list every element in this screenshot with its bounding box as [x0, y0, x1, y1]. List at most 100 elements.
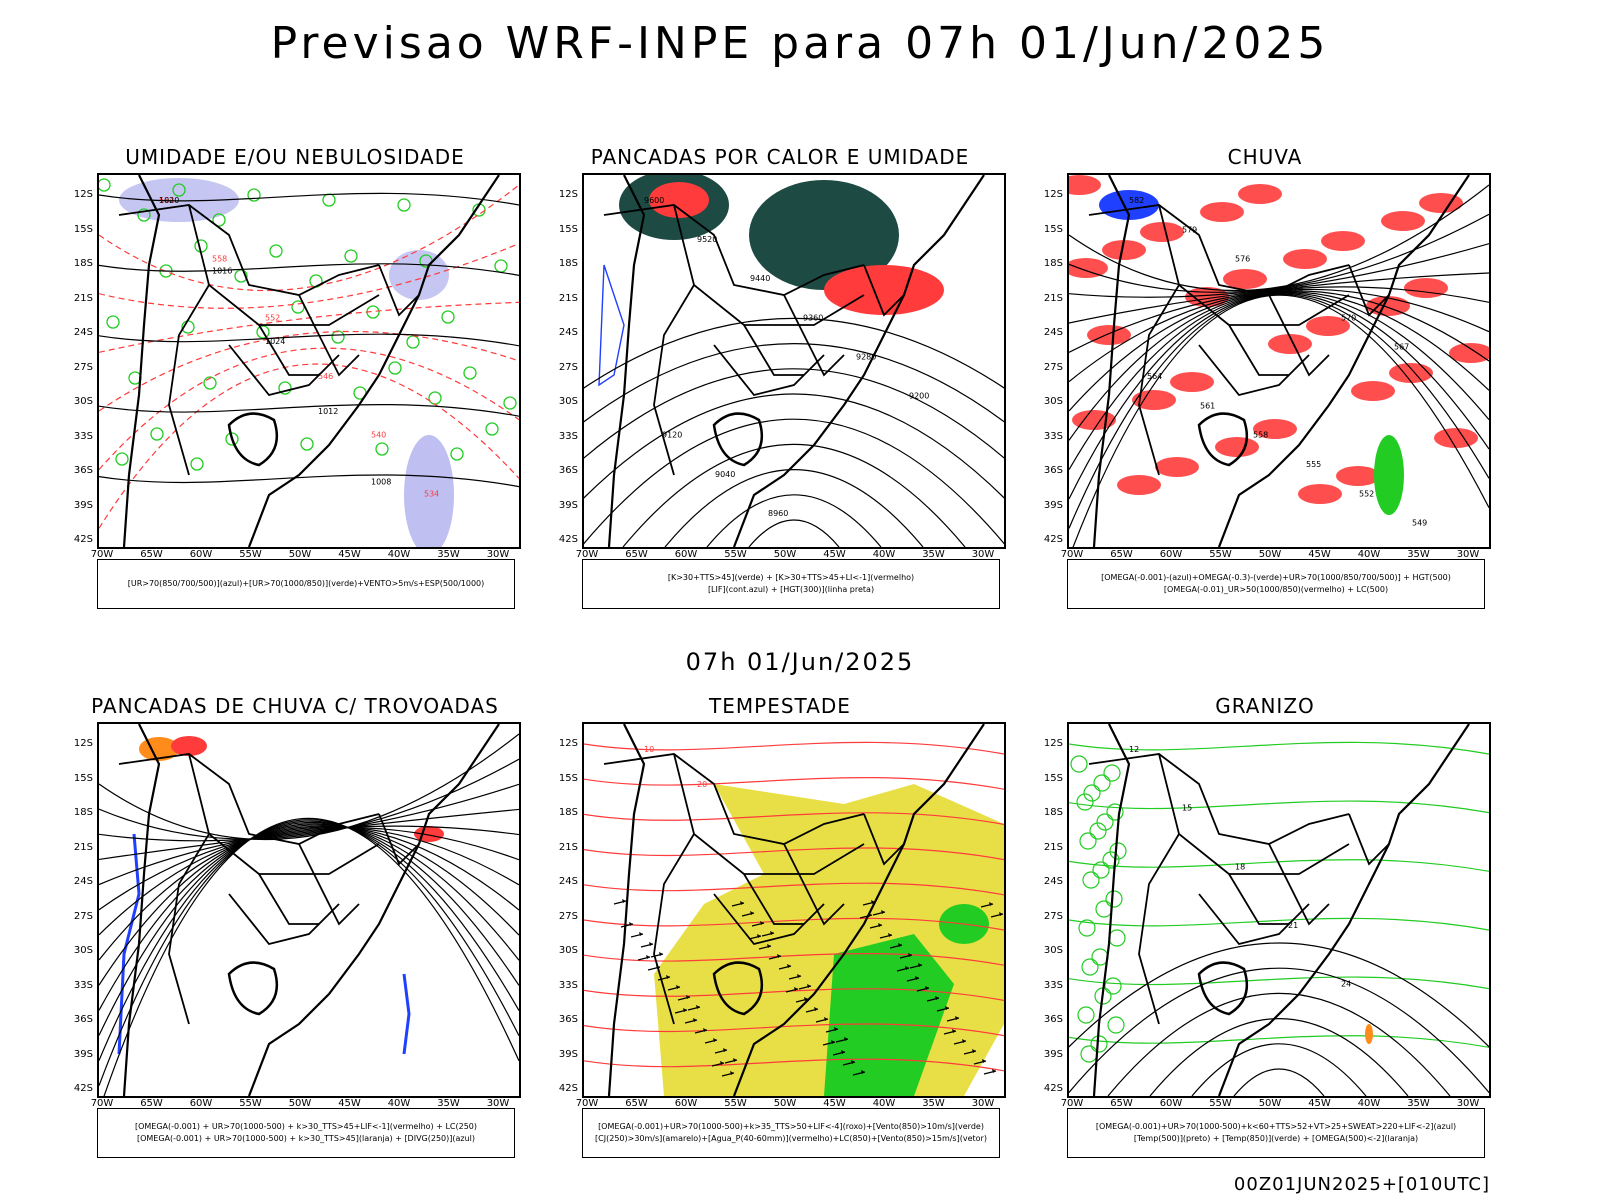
lat-tick-label: 21S: [558, 292, 578, 304]
contour-line: [1069, 942, 1489, 1048]
uruguay-outline: [1197, 961, 1249, 1016]
wind-arrowhead: [797, 974, 801, 978]
contour-line: [1072, 294, 1489, 547]
map-frame[interactable]: 10 20: [582, 722, 1006, 1098]
contour-label: 9360: [803, 313, 823, 322]
footer-timestamp: 00Z01JUN2025+[010UTC]: [1233, 1174, 1490, 1195]
wind-arrowhead: [844, 1037, 848, 1041]
lon-tick-label: 45W: [1308, 549, 1331, 560]
contour-line: [99, 826, 519, 936]
lat-tick-label: 30S: [1043, 396, 1063, 407]
lat-tick-label: 33S: [558, 430, 578, 442]
green-contour: [494, 259, 508, 273]
contour-label: 18: [1235, 862, 1245, 871]
lat-tick-label: 39S: [558, 1048, 578, 1060]
lat-tick-label: 18S: [73, 258, 93, 269]
wind-arrowhead: [676, 985, 680, 989]
lat-tick-label: 12S: [73, 189, 93, 200]
contour-line: [706, 494, 882, 547]
country-border: [298, 843, 360, 926]
lat-tick-label: 30S: [73, 396, 93, 407]
panel-granizo: GRANIZO 12 15 18 21 24 [OMEGA(-0.001)+UR>70(…: [1044, 694, 1491, 1164]
contour-line: [99, 823, 519, 1011]
temp850-contour: [1108, 929, 1126, 947]
green-contour: [106, 315, 120, 329]
humidity-area: [389, 250, 449, 300]
country-border: [1198, 893, 1310, 946]
temp850-contour: [1093, 774, 1111, 792]
lon-tick-label: 60W: [1159, 549, 1183, 560]
wind-arrowhead: [982, 1059, 986, 1063]
coastline: [1092, 724, 1470, 1096]
lon-tick-label: 70W: [575, 1098, 599, 1109]
country-border: [188, 204, 319, 376]
unstable-area: [824, 265, 944, 315]
lon-tick-label: 30W: [1456, 1098, 1480, 1109]
contour-line: [99, 184, 519, 292]
lon-tick-label: 65W: [1110, 1098, 1133, 1109]
panel-title: TEMPESTADE: [709, 694, 851, 718]
wind-arrowhead: [629, 922, 633, 926]
lat-tick-label: 27S: [1043, 910, 1063, 922]
green-contour: [269, 244, 283, 258]
contour-label: 561: [1200, 401, 1215, 410]
lon-tick-label: 45W: [338, 549, 361, 560]
contour-label: 9120: [662, 431, 682, 440]
country-border: [713, 893, 825, 946]
wind-arrowhead: [851, 1060, 855, 1064]
panel-title: GRANIZO: [1215, 694, 1315, 718]
contour-label: 576: [1235, 255, 1250, 264]
legend-line: [OMEGA(-0.001)-(azul)+OMEGA(-0.3)-(verde…: [1101, 573, 1451, 582]
contour-label: 1024: [265, 337, 285, 346]
contour-line: [99, 758, 519, 840]
contour-label: 552: [1359, 489, 1374, 498]
contour-line: [584, 847, 1004, 861]
green-contour: [375, 442, 389, 456]
legend-line: [K>30+TTS>45](verde) + [K>30+TTS>45+LI<-…: [667, 573, 915, 582]
contour-line: [584, 318, 1004, 389]
lon-tick-label: 55W: [239, 549, 262, 560]
rain-area: [1321, 231, 1365, 251]
lat-tick-label: 42S: [558, 534, 578, 545]
lon-tick-label: 60W: [189, 549, 213, 560]
lon-tick-label: 30W: [1456, 549, 1480, 560]
lat-tick-label: 12S: [1043, 738, 1063, 749]
map-frame[interactable]: 9600 9520 9440 9360 9280 9200 9120 9040 8960: [582, 173, 1006, 549]
lon-tick-label: 50W: [288, 1098, 312, 1109]
map-frame[interactable]: 582 579 576 573 570 567 564 561 558 555 552 549: [1067, 173, 1491, 549]
contour-label: 558: [1253, 431, 1268, 440]
temp850-contour: [1077, 1006, 1095, 1024]
panel-title: PANCADAS POR CALOR E UMIDADE: [590, 145, 970, 169]
lat-tick-label: 24S: [1043, 327, 1063, 338]
panel-pancadas-calor: PANCADAS POR CALOR E UMIDADE 9600 9520 944…: [559, 145, 1006, 615]
lat-tick-label: 12S: [558, 189, 578, 200]
panel-umidade: UMIDADE E/OU NEBULOSIDADE 564 558 552 546 54…: [74, 145, 521, 615]
rain-area: [1238, 184, 1282, 204]
omega-area: [1374, 435, 1404, 515]
rain-area: [1200, 202, 1244, 222]
contour-line: [1069, 741, 1489, 755]
panel-title: PANCADAS DE CHUVA C/ TROVOADAS: [91, 694, 499, 718]
wind-arrowhead: [666, 975, 670, 979]
green-contour: [485, 422, 499, 436]
map-frame[interactable]: [97, 722, 521, 1098]
lat-tick-label: 36S: [558, 465, 578, 476]
lon-tick-label: 55W: [239, 1098, 262, 1109]
contour-label: 558: [212, 255, 227, 264]
map-frame[interactable]: 564 558 552 546 540 534 1020 1016 1024 1012 1008: [97, 173, 521, 549]
legend-line: [OMEGA(-0.001)+UR>70(1000-500)+k>35_TTS>…: [598, 1122, 984, 1131]
wind-arrowhead: [770, 931, 774, 935]
green-contour: [397, 198, 411, 212]
green-contour: [331, 330, 345, 344]
contour-label: 10: [644, 745, 654, 754]
wind-arrowhead: [760, 921, 764, 925]
lon-tick-label: 50W: [1258, 549, 1282, 560]
country-border: [783, 294, 845, 377]
map-frame[interactable]: 12 15 18 21 24: [1067, 722, 1491, 1098]
contour-line: [584, 418, 1004, 545]
wind-arrowhead: [861, 1070, 865, 1074]
lat-tick-label: 39S: [73, 1048, 93, 1060]
green-contour: [150, 427, 164, 441]
green-contour: [300, 437, 314, 451]
map-svg: 9600 9520 9440 9360 9280 9200 9120 9040 8960: [584, 175, 1004, 547]
